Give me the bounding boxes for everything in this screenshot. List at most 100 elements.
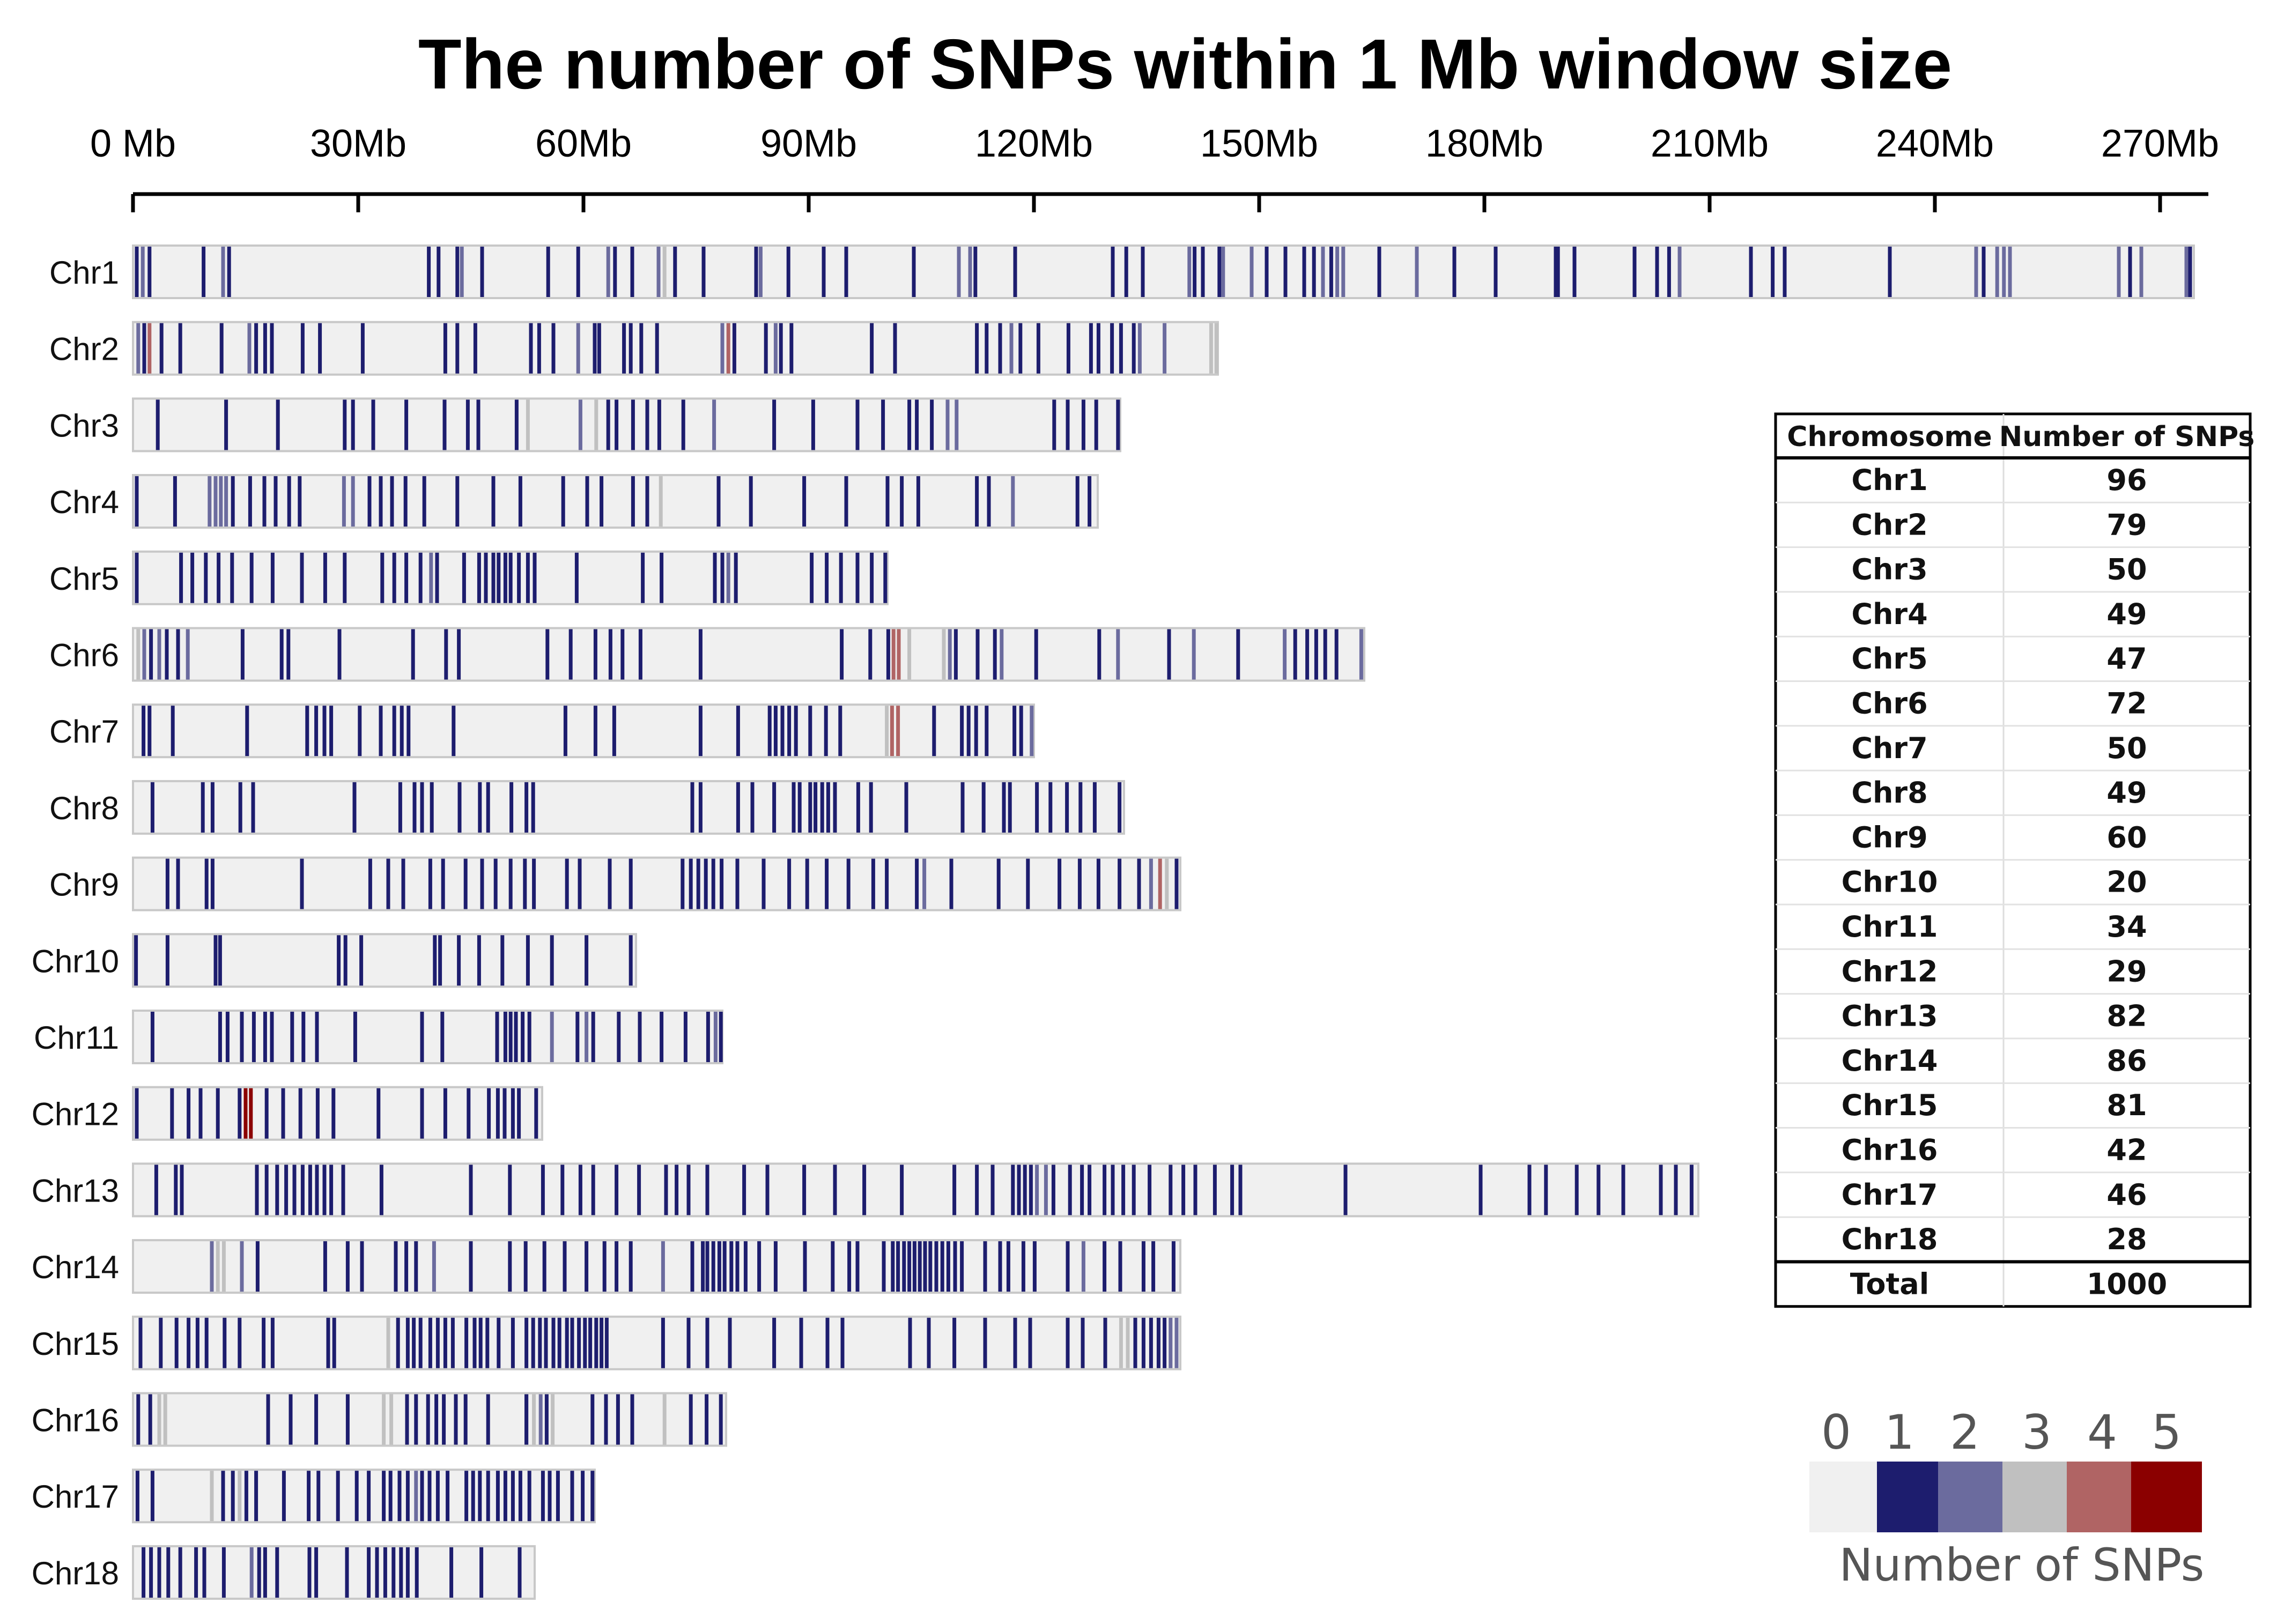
chart-title: The number of SNPs within 1 Mb window si… xyxy=(418,25,1952,103)
snp-window-mark xyxy=(604,1394,608,1445)
snp-window-mark xyxy=(1689,1165,1694,1215)
snp-window-mark xyxy=(975,629,980,680)
snp-window-mark xyxy=(178,323,182,374)
snp-window-mark xyxy=(420,1012,424,1062)
snp-window-mark xyxy=(275,1165,279,1215)
snp-window-mark xyxy=(855,399,860,450)
snp-window-mark xyxy=(886,629,890,680)
chromosome-track-chr8: Chr8 xyxy=(49,780,1125,835)
table-header-cell: Number of SNPs xyxy=(1999,421,2255,453)
snp-window-mark xyxy=(681,858,685,909)
snp-window-mark xyxy=(157,629,161,680)
snp-window-mark xyxy=(732,323,736,374)
snp-window-mark xyxy=(998,1241,1002,1292)
snp-window-mark xyxy=(629,323,633,374)
snp-window-mark xyxy=(440,1012,445,1062)
snp-window-mark xyxy=(202,247,206,297)
snp-window-mark xyxy=(415,1547,419,1598)
snp-window-mark xyxy=(701,1241,705,1292)
snp-window-mark xyxy=(194,1547,198,1598)
snp-window-mark xyxy=(844,247,848,297)
snp-window-mark xyxy=(1572,247,1577,297)
snp-window-mark xyxy=(457,782,462,833)
snp-window-mark xyxy=(615,399,619,450)
snp-window-mark xyxy=(418,1317,423,1368)
snp-window-mark xyxy=(574,552,579,603)
snp-window-mark xyxy=(221,1241,226,1292)
snp-window-mark xyxy=(509,782,514,833)
snp-window-mark xyxy=(405,1547,410,1598)
snp-window-mark xyxy=(1283,247,1288,297)
chromosome-bar xyxy=(132,244,2195,299)
snp-window-mark xyxy=(661,1317,665,1368)
snp-window-mark xyxy=(478,1317,483,1368)
table-cell: Chr18 xyxy=(1842,1222,1938,1256)
snp-window-mark xyxy=(705,1241,709,1292)
snp-window-mark xyxy=(662,247,667,297)
snp-window-mark xyxy=(412,1317,416,1368)
snp-window-mark xyxy=(722,1241,727,1292)
snp-window-mark xyxy=(443,1088,447,1139)
snp-window-mark xyxy=(585,1241,589,1292)
snp-window-mark xyxy=(1119,323,1123,374)
snp-window-mark xyxy=(204,858,209,909)
snp-window-mark xyxy=(420,1088,424,1139)
chromosome-label: Chr16 xyxy=(32,1403,119,1438)
snp-window-mark xyxy=(270,552,275,603)
snp-window-mark xyxy=(136,323,141,374)
snp-window-mark xyxy=(142,706,146,757)
snp-window-mark xyxy=(1783,247,1787,297)
snp-window-mark xyxy=(690,1241,694,1292)
table-cell: 49 xyxy=(2106,776,2147,810)
snp-window-mark xyxy=(743,1241,748,1292)
snp-window-mark xyxy=(981,782,986,833)
table-cell: Chr13 xyxy=(1842,999,1938,1033)
snp-window-mark xyxy=(165,629,169,680)
snp-window-mark xyxy=(772,399,777,450)
snp-window-mark xyxy=(551,323,556,374)
snp-window-mark xyxy=(1000,629,1004,680)
chromosome-track-chr17: Chr17 xyxy=(32,1469,596,1524)
table-cell: Chr3 xyxy=(1851,553,1927,587)
snp-window-mark xyxy=(210,1471,214,1522)
snp-window-mark xyxy=(479,1547,484,1598)
table-cell: 81 xyxy=(2106,1088,2147,1122)
snp-window-mark xyxy=(1334,629,1339,680)
snp-window-mark xyxy=(787,858,792,909)
snp-window-mark xyxy=(518,1471,522,1522)
snp-window-mark xyxy=(254,1471,258,1522)
snp-window-mark xyxy=(1096,858,1100,909)
snp-window-mark xyxy=(219,323,224,374)
snp-window-mark xyxy=(508,552,513,603)
snp-window-mark xyxy=(252,1012,256,1062)
snp-window-mark xyxy=(2139,247,2143,297)
snp-window-mark xyxy=(195,1317,199,1368)
snp-window-mark xyxy=(728,1317,732,1368)
snp-window-mark xyxy=(563,1241,567,1292)
snp-window-mark xyxy=(701,247,706,297)
snp-window-mark xyxy=(912,247,916,297)
snp-window-mark xyxy=(698,629,703,680)
snp-window-mark xyxy=(1574,1165,1579,1215)
chromosome-tracks: Chr1 Chr2 Chr3 Chr4 Chr5 Chr6 Chr7 Chr8 Chr9 Chr1… xyxy=(32,244,2195,1600)
chromosome-label: Chr9 xyxy=(49,867,119,903)
snp-window-mark xyxy=(833,1165,837,1215)
snp-window-mark xyxy=(767,706,772,757)
snp-window-mark xyxy=(180,1165,184,1215)
snp-window-mark xyxy=(1068,1165,1072,1215)
snp-window-mark xyxy=(983,1317,987,1368)
snp-window-mark xyxy=(923,1241,927,1292)
snp-window-mark xyxy=(594,1317,598,1368)
snp-window-mark xyxy=(1081,1241,1085,1292)
snp-window-mark xyxy=(661,1241,665,1292)
snp-window-mark xyxy=(629,858,633,909)
snp-window-mark xyxy=(480,247,484,297)
snp-window-mark xyxy=(491,552,496,603)
snp-window-mark xyxy=(526,399,530,450)
snp-window-mark xyxy=(637,1165,641,1215)
snp-window-mark xyxy=(1659,1165,1663,1215)
snp-window-mark xyxy=(1008,782,1012,833)
snp-window-mark xyxy=(354,1471,359,1522)
table-cell: Chr8 xyxy=(1851,776,1927,810)
snp-window-mark xyxy=(159,1317,163,1368)
